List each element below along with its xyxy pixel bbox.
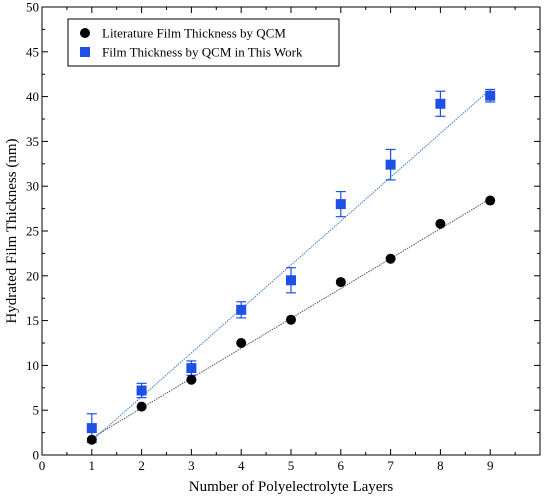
legend-label: Film Thickness by QCM in This Work [102,45,303,60]
x-tick-label: 6 [338,458,345,473]
data-point-s1 [335,277,346,288]
data-point-s1 [186,374,197,385]
data-point-s2 [286,275,296,286]
x-axis-title: Number of Polyelectrolyte Layers [189,479,394,495]
plot-content [86,88,496,445]
data-point-s2 [186,363,197,374]
data-point-s1 [435,218,446,229]
x-tick-label: 7 [387,458,394,473]
legend-marker-square [80,47,90,57]
y-tick-label: 45 [26,44,39,59]
data-point-s1 [86,434,97,445]
legend-label: Literature Film Thickness by QCM [102,26,286,41]
y-tick-label: 25 [26,224,39,239]
x-tick-label: 3 [188,458,195,473]
data-point-s2 [136,385,147,396]
y-tick-label: 20 [26,268,39,283]
data-point-s2 [485,90,496,101]
data-point-s2 [385,159,396,170]
x-tick-label: 5 [288,458,295,473]
y-tick-label: 15 [26,313,39,328]
fit-line-2 [91,89,491,442]
y-tick-label: 30 [26,179,39,194]
data-point-s2 [236,304,247,315]
y-tick-label: 35 [26,134,39,149]
y-tick-label: 5 [33,403,40,418]
plot-frame [41,6,541,456]
y-axis-title: Hydrated Film Thickness (nm) [4,138,20,323]
data-point-s2 [335,199,346,210]
x-tick-label: 2 [138,458,145,473]
legend-box [67,18,340,67]
x-tick-label: 8 [437,458,444,473]
y-tick-label: 50 [26,0,39,15]
legend-marker-circle [80,28,90,38]
data-point-s1 [136,401,147,412]
data-point-s1 [286,314,296,325]
data-point-s1 [385,253,396,264]
x-tick-label: 9 [487,458,494,473]
data-point-s2 [435,98,446,109]
y-tick-label: 0 [33,448,40,463]
y-tick-label: 10 [26,358,39,373]
data-point-s2 [86,423,97,434]
legend: Literature Film Thickness by QCM Film Thi… [67,18,340,67]
y-tick-label: 40 [26,89,39,104]
data-point-s1 [236,338,247,348]
x-tick-label: 1 [89,458,96,473]
data-point-s1 [485,195,496,206]
x-tick-label: 4 [238,458,245,473]
x-tick-label: 0 [39,458,46,473]
